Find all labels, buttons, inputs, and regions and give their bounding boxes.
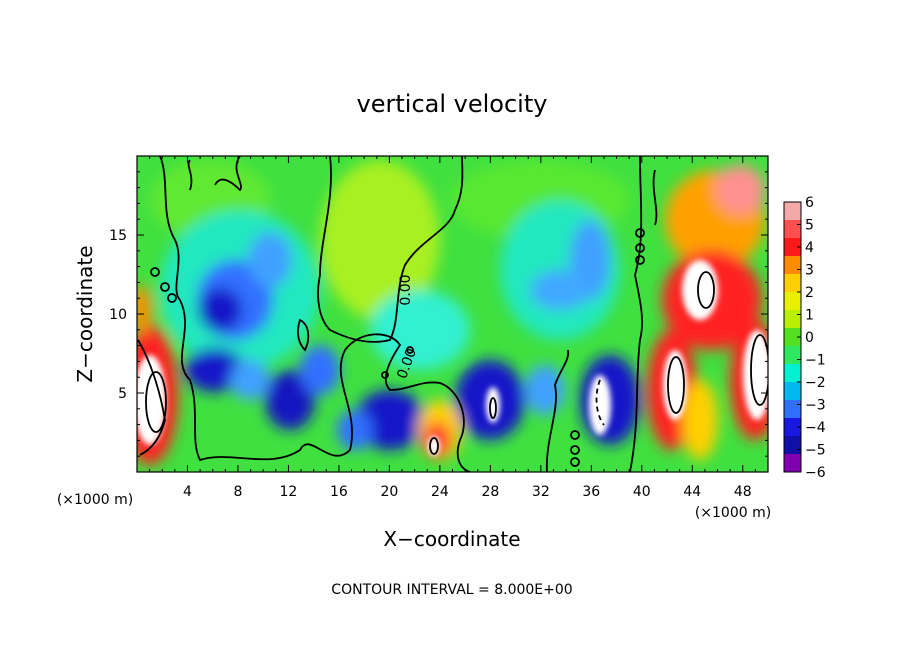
x-tick-label: 44 xyxy=(683,484,701,500)
x-tick-label: 40 xyxy=(633,484,651,500)
colorbar-swatch xyxy=(784,238,801,257)
chart-title: vertical velocity xyxy=(357,90,548,118)
contour-lines xyxy=(137,156,768,472)
x-axis-label: X−coordinate xyxy=(383,527,520,551)
colorbar-swatch xyxy=(784,418,801,437)
colorbar-swatch xyxy=(784,454,801,473)
x-tick-label: 20 xyxy=(380,484,398,500)
x-tick-label: 8 xyxy=(233,484,242,500)
x-tick-label: 16 xyxy=(330,484,348,500)
colorbar-swatch xyxy=(784,220,801,239)
colorbar-swatch xyxy=(784,202,801,221)
y-unit-label: (×1000 m) xyxy=(57,492,133,508)
x-tick-label: 4 xyxy=(183,484,192,500)
colorbar-swatch xyxy=(784,310,801,329)
colorbar-swatch xyxy=(784,400,801,419)
y-tick-label: 5 xyxy=(118,386,127,402)
colorbar-label: 4 xyxy=(805,240,814,256)
colorbar-swatch xyxy=(784,274,801,293)
contour-label: 0.00 xyxy=(398,274,414,305)
colorbar-label: −5 xyxy=(805,443,826,459)
colorbar-label: 2 xyxy=(805,285,814,301)
x-tick-label: 28 xyxy=(481,484,499,500)
x-tick-label: 12 xyxy=(280,484,298,500)
colorbar: 6 5 4 3 2 1 0 −1 −2 −3 −4 −5 −6 xyxy=(783,195,826,481)
colorbar-label: 3 xyxy=(805,263,814,279)
y-tick-label: 15 xyxy=(109,228,127,244)
colorbar-swatch xyxy=(784,256,801,275)
colorbar-label: −1 xyxy=(805,353,826,369)
colorbar-label: 0 xyxy=(805,330,814,346)
x-tick-label: 36 xyxy=(582,484,600,500)
colorbar-label: −4 xyxy=(805,420,826,436)
y-axis: 5 10 15 xyxy=(109,155,768,473)
colorbar-swatch xyxy=(784,292,801,311)
colorbar-swatch xyxy=(784,346,801,365)
colorbar-label: −6 xyxy=(805,465,826,481)
colorbar-swatch xyxy=(784,382,801,401)
colorbar-label: 5 xyxy=(805,218,814,234)
y-axis-label: Z−coordinate xyxy=(73,245,97,382)
contour-interval-note: CONTOUR INTERVAL = 8.000E+00 xyxy=(331,582,572,598)
colorbar-swatch xyxy=(784,436,801,455)
x-tick-label: 32 xyxy=(532,484,550,500)
x-axis: 4 8 12 16 20 24 28 32 36 40 44 48 xyxy=(136,156,769,500)
x-tick-label: 24 xyxy=(431,484,449,500)
heatmap-field xyxy=(137,156,768,472)
colorbar-label: −2 xyxy=(805,375,826,391)
x-tick-label: 48 xyxy=(734,484,752,500)
colorbar-label: −3 xyxy=(805,398,826,414)
colorbar-swatch xyxy=(784,328,801,347)
colorbar-swatch xyxy=(784,364,801,383)
y-tick-label: 10 xyxy=(109,307,127,323)
x-unit-label: (×1000 m) xyxy=(695,505,771,521)
colorbar-label: 1 xyxy=(805,308,814,324)
colorbar-label: 6 xyxy=(805,195,814,211)
